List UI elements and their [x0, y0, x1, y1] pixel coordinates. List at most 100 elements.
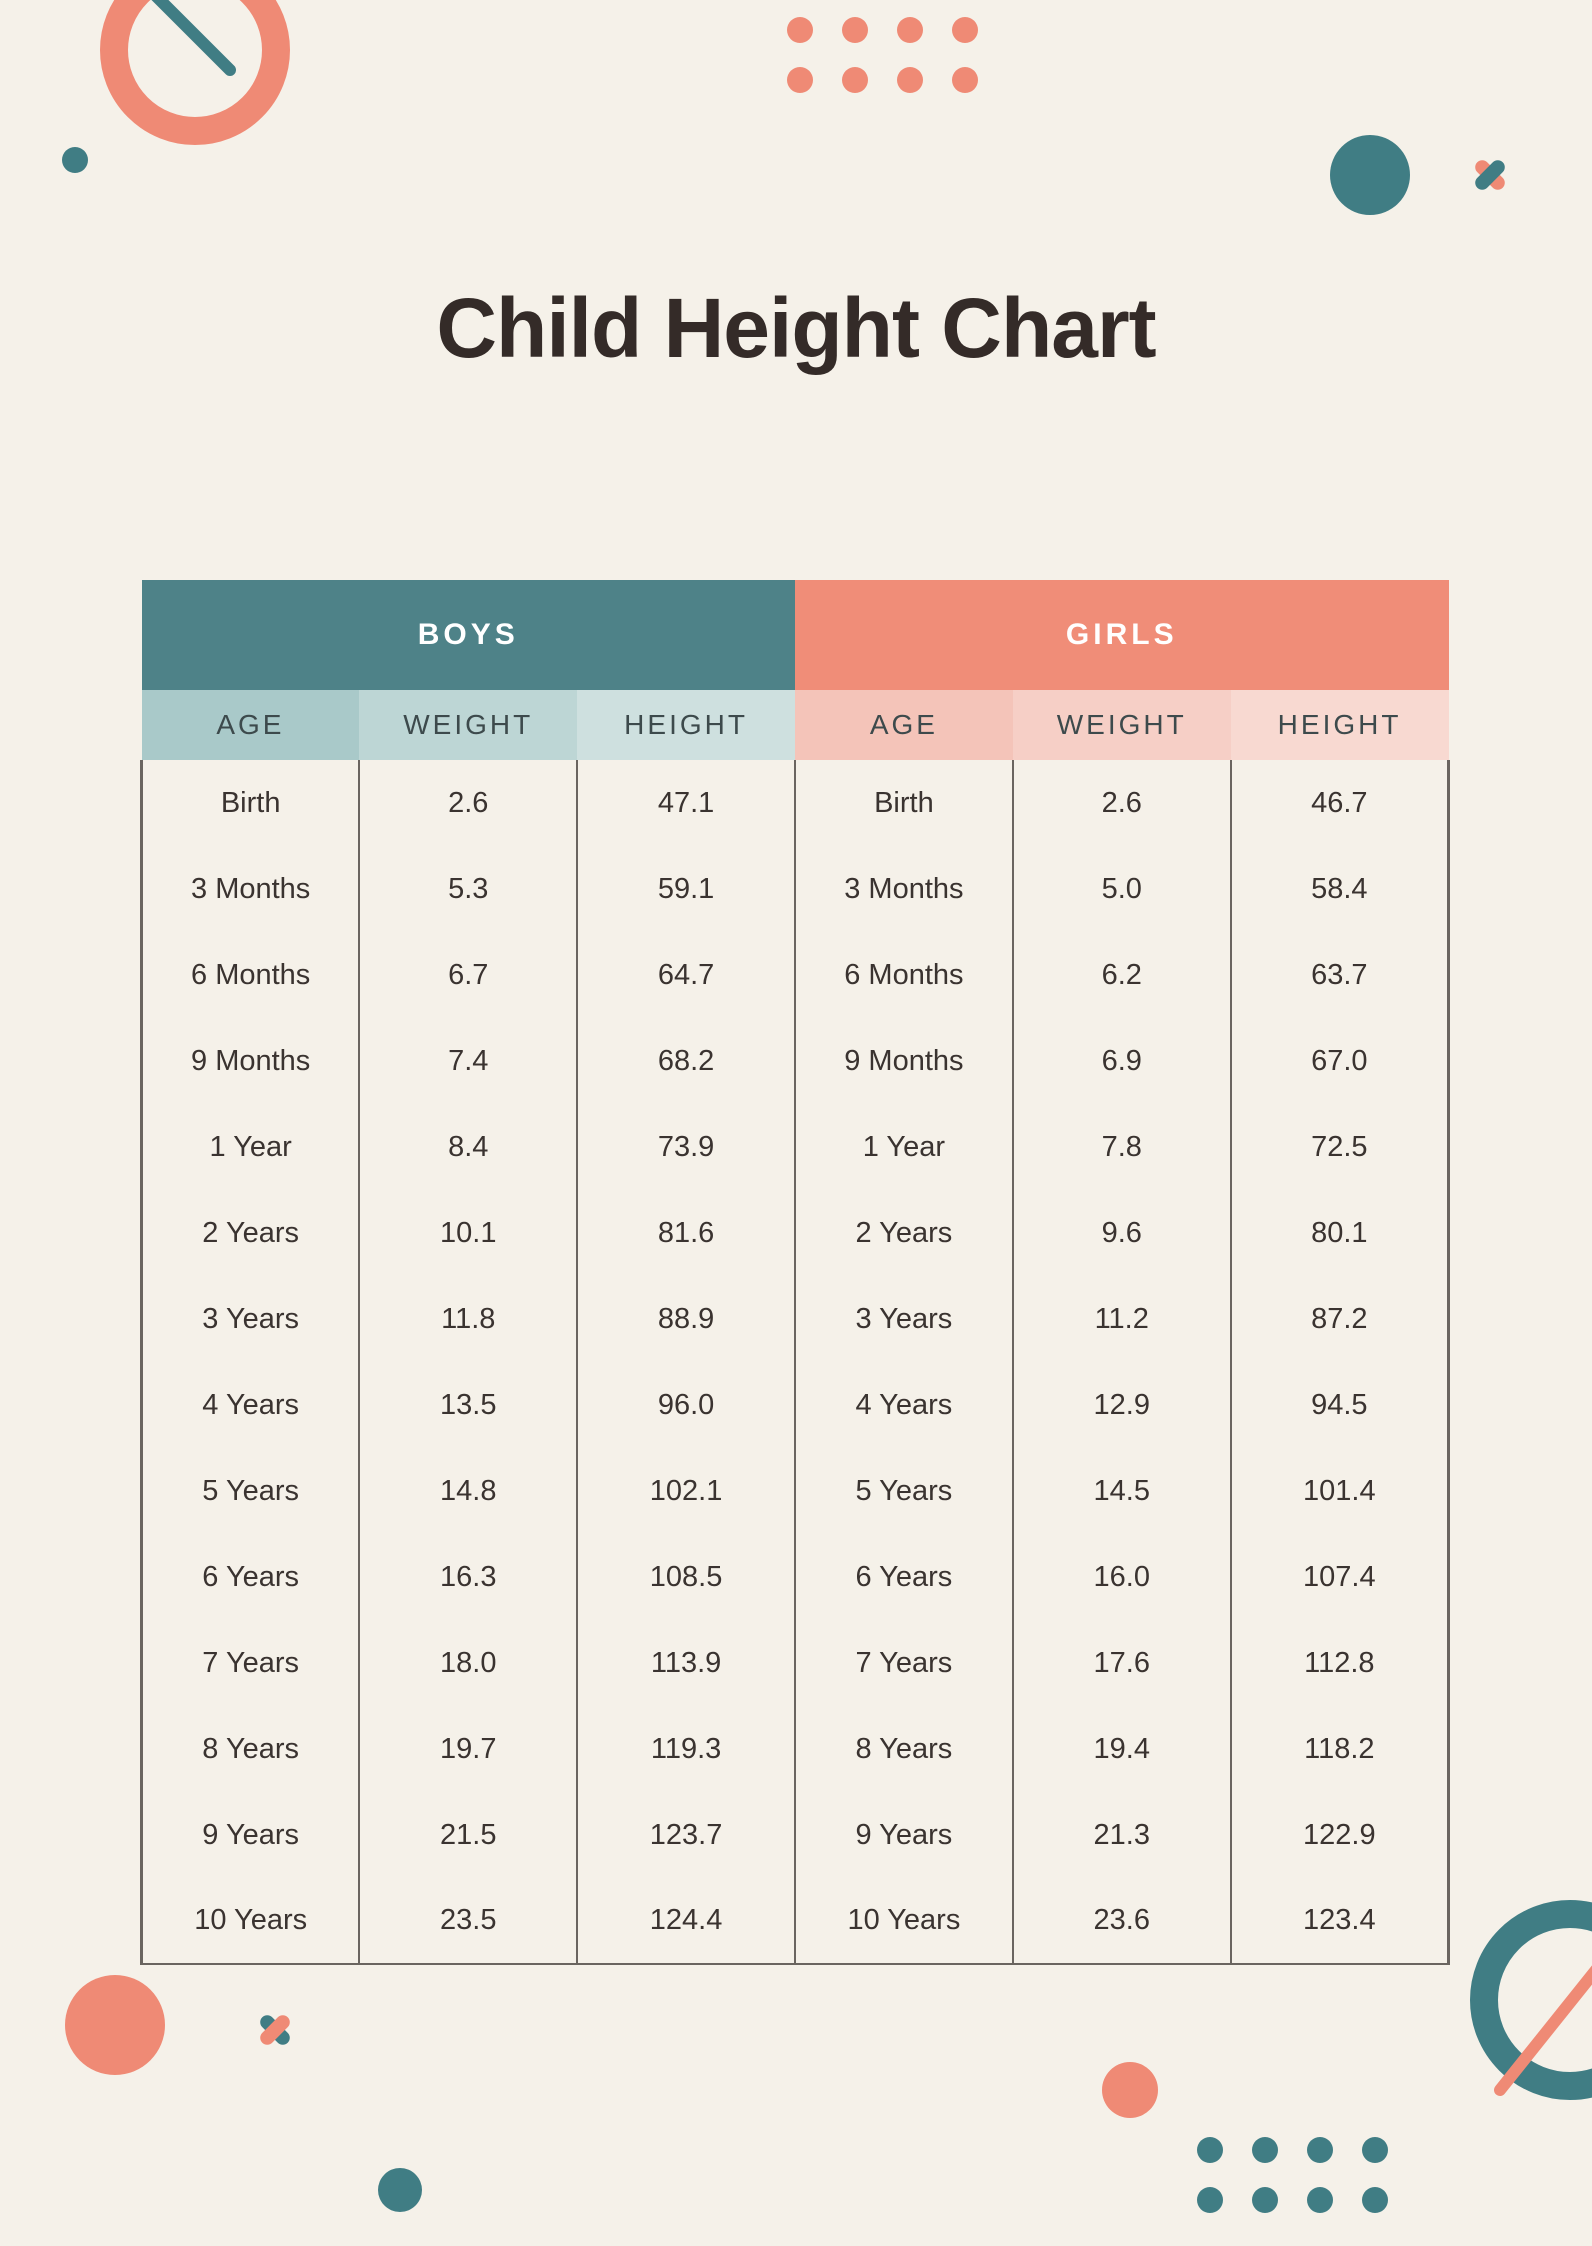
table-cell: 80.1	[1231, 1190, 1449, 1276]
table-cell: 10.1	[359, 1190, 577, 1276]
table-cell: 3 Months	[795, 846, 1013, 932]
table-cell: 108.5	[577, 1534, 795, 1620]
table-cell: 101.4	[1231, 1448, 1449, 1534]
table-cell: 4 Years	[795, 1362, 1013, 1448]
table-cell: 4 Years	[142, 1362, 360, 1448]
table-cell: 21.5	[359, 1792, 577, 1878]
table-cell: 123.4	[1231, 1878, 1449, 1964]
table-cell: 23.5	[359, 1878, 577, 1964]
table-cell: 7.4	[359, 1018, 577, 1104]
table-cell: 6.7	[359, 932, 577, 1018]
table-cell: 3 Years	[142, 1276, 360, 1362]
table-cell: 96.0	[577, 1362, 795, 1448]
table-cell: 107.4	[1231, 1534, 1449, 1620]
table-cell: 17.6	[1013, 1620, 1231, 1706]
table-row: 3 Months5.359.13 Months5.058.4	[142, 846, 1449, 932]
table-row: 9 Months7.468.29 Months6.967.0	[142, 1018, 1449, 1104]
table-cell: 11.2	[1013, 1276, 1231, 1362]
table-cell: 67.0	[1231, 1018, 1449, 1104]
table-cell: 47.1	[577, 760, 795, 846]
table-cell: 10 Years	[795, 1878, 1013, 1964]
table-cell: 7.8	[1013, 1104, 1231, 1190]
table-row: 7 Years18.0113.97 Years17.6112.8	[142, 1620, 1449, 1706]
table-cell: 5 Years	[795, 1448, 1013, 1534]
table-cell: 18.0	[359, 1620, 577, 1706]
table-cell: 19.7	[359, 1706, 577, 1792]
col-girls-weight: WEIGHT	[1013, 690, 1231, 760]
table-cell: 59.1	[577, 846, 795, 932]
col-girls-age: AGE	[795, 690, 1013, 760]
table-cell: 73.9	[577, 1104, 795, 1190]
table-cell: 16.0	[1013, 1534, 1231, 1620]
table-cell: 63.7	[1231, 932, 1449, 1018]
table-cell: 19.4	[1013, 1706, 1231, 1792]
table-cell: 8.4	[359, 1104, 577, 1190]
table-row: Birth2.647.1Birth2.646.7	[142, 760, 1449, 846]
table-cell: 88.9	[577, 1276, 795, 1362]
table-cell: 7 Years	[142, 1620, 360, 1706]
col-girls-height: HEIGHT	[1231, 690, 1449, 760]
table-cell: 9 Years	[142, 1792, 360, 1878]
table-cell: 14.5	[1013, 1448, 1231, 1534]
table-row: 8 Years19.7119.38 Years19.4118.2	[142, 1706, 1449, 1792]
col-boys-height: HEIGHT	[577, 690, 795, 760]
table-cell: 87.2	[1231, 1276, 1449, 1362]
table-cell: 64.7	[577, 932, 795, 1018]
table-cell: 123.7	[577, 1792, 795, 1878]
table-row: 1 Year8.473.91 Year7.872.5	[142, 1104, 1449, 1190]
table-cell: 13.5	[359, 1362, 577, 1448]
table-row: 6 Months6.764.76 Months6.263.7	[142, 932, 1449, 1018]
table-cell: Birth	[142, 760, 360, 846]
col-boys-weight: WEIGHT	[359, 690, 577, 760]
table-cell: 14.8	[359, 1448, 577, 1534]
boys-header: BOYS	[142, 580, 795, 690]
table-cell: 122.9	[1231, 1792, 1449, 1878]
table-cell: Birth	[795, 760, 1013, 846]
col-boys-age: AGE	[142, 690, 360, 760]
table-cell: 10 Years	[142, 1878, 360, 1964]
table-cell: 9.6	[1013, 1190, 1231, 1276]
table-cell: 68.2	[577, 1018, 795, 1104]
table-cell: 3 Years	[795, 1276, 1013, 1362]
table-row: 4 Years13.596.04 Years12.994.5	[142, 1362, 1449, 1448]
table-cell: 9 Months	[142, 1018, 360, 1104]
table-cell: 6 Years	[795, 1534, 1013, 1620]
table-cell: 119.3	[577, 1706, 795, 1792]
table-cell: 7 Years	[795, 1620, 1013, 1706]
table-cell: 16.3	[359, 1534, 577, 1620]
table-cell: 23.6	[1013, 1878, 1231, 1964]
table-cell: 118.2	[1231, 1706, 1449, 1792]
table-cell: 113.9	[577, 1620, 795, 1706]
table-cell: 6 Months	[142, 932, 360, 1018]
height-chart-table: BOYS GIRLS AGE WEIGHT HEIGHT AGE WEIGHT …	[140, 580, 1450, 1965]
girls-header: GIRLS	[795, 580, 1449, 690]
table-cell: 102.1	[577, 1448, 795, 1534]
table-cell: 12.9	[1013, 1362, 1231, 1448]
table-cell: 6 Months	[795, 932, 1013, 1018]
table-cell: 2.6	[359, 760, 577, 846]
table-row: 10 Years23.5124.410 Years23.6123.4	[142, 1878, 1449, 1964]
table-row: 2 Years10.181.62 Years9.680.1	[142, 1190, 1449, 1276]
table-cell: 81.6	[577, 1190, 795, 1276]
table-cell: 72.5	[1231, 1104, 1449, 1190]
table-cell: 58.4	[1231, 846, 1449, 932]
table-row: 5 Years14.8102.15 Years14.5101.4	[142, 1448, 1449, 1534]
table-cell: 5 Years	[142, 1448, 360, 1534]
table-body: Birth2.647.1Birth2.646.73 Months5.359.13…	[142, 760, 1449, 1964]
table-cell: 3 Months	[142, 846, 360, 932]
table-row: 9 Years21.5123.79 Years21.3122.9	[142, 1792, 1449, 1878]
table-cell: 8 Years	[142, 1706, 360, 1792]
table-cell: 9 Years	[795, 1792, 1013, 1878]
table-cell: 9 Months	[795, 1018, 1013, 1104]
table-cell: 8 Years	[795, 1706, 1013, 1792]
table-cell: 11.8	[359, 1276, 577, 1362]
table-cell: 124.4	[577, 1878, 795, 1964]
table-cell: 5.0	[1013, 846, 1231, 932]
table-row: 3 Years11.888.93 Years11.287.2	[142, 1276, 1449, 1362]
table-cell: 1 Year	[795, 1104, 1013, 1190]
table-cell: 6.9	[1013, 1018, 1231, 1104]
table-row: 6 Years16.3108.56 Years16.0107.4	[142, 1534, 1449, 1620]
sub-header-row: AGE WEIGHT HEIGHT AGE WEIGHT HEIGHT	[142, 690, 1449, 760]
table-cell: 94.5	[1231, 1362, 1449, 1448]
table-cell: 2 Years	[142, 1190, 360, 1276]
